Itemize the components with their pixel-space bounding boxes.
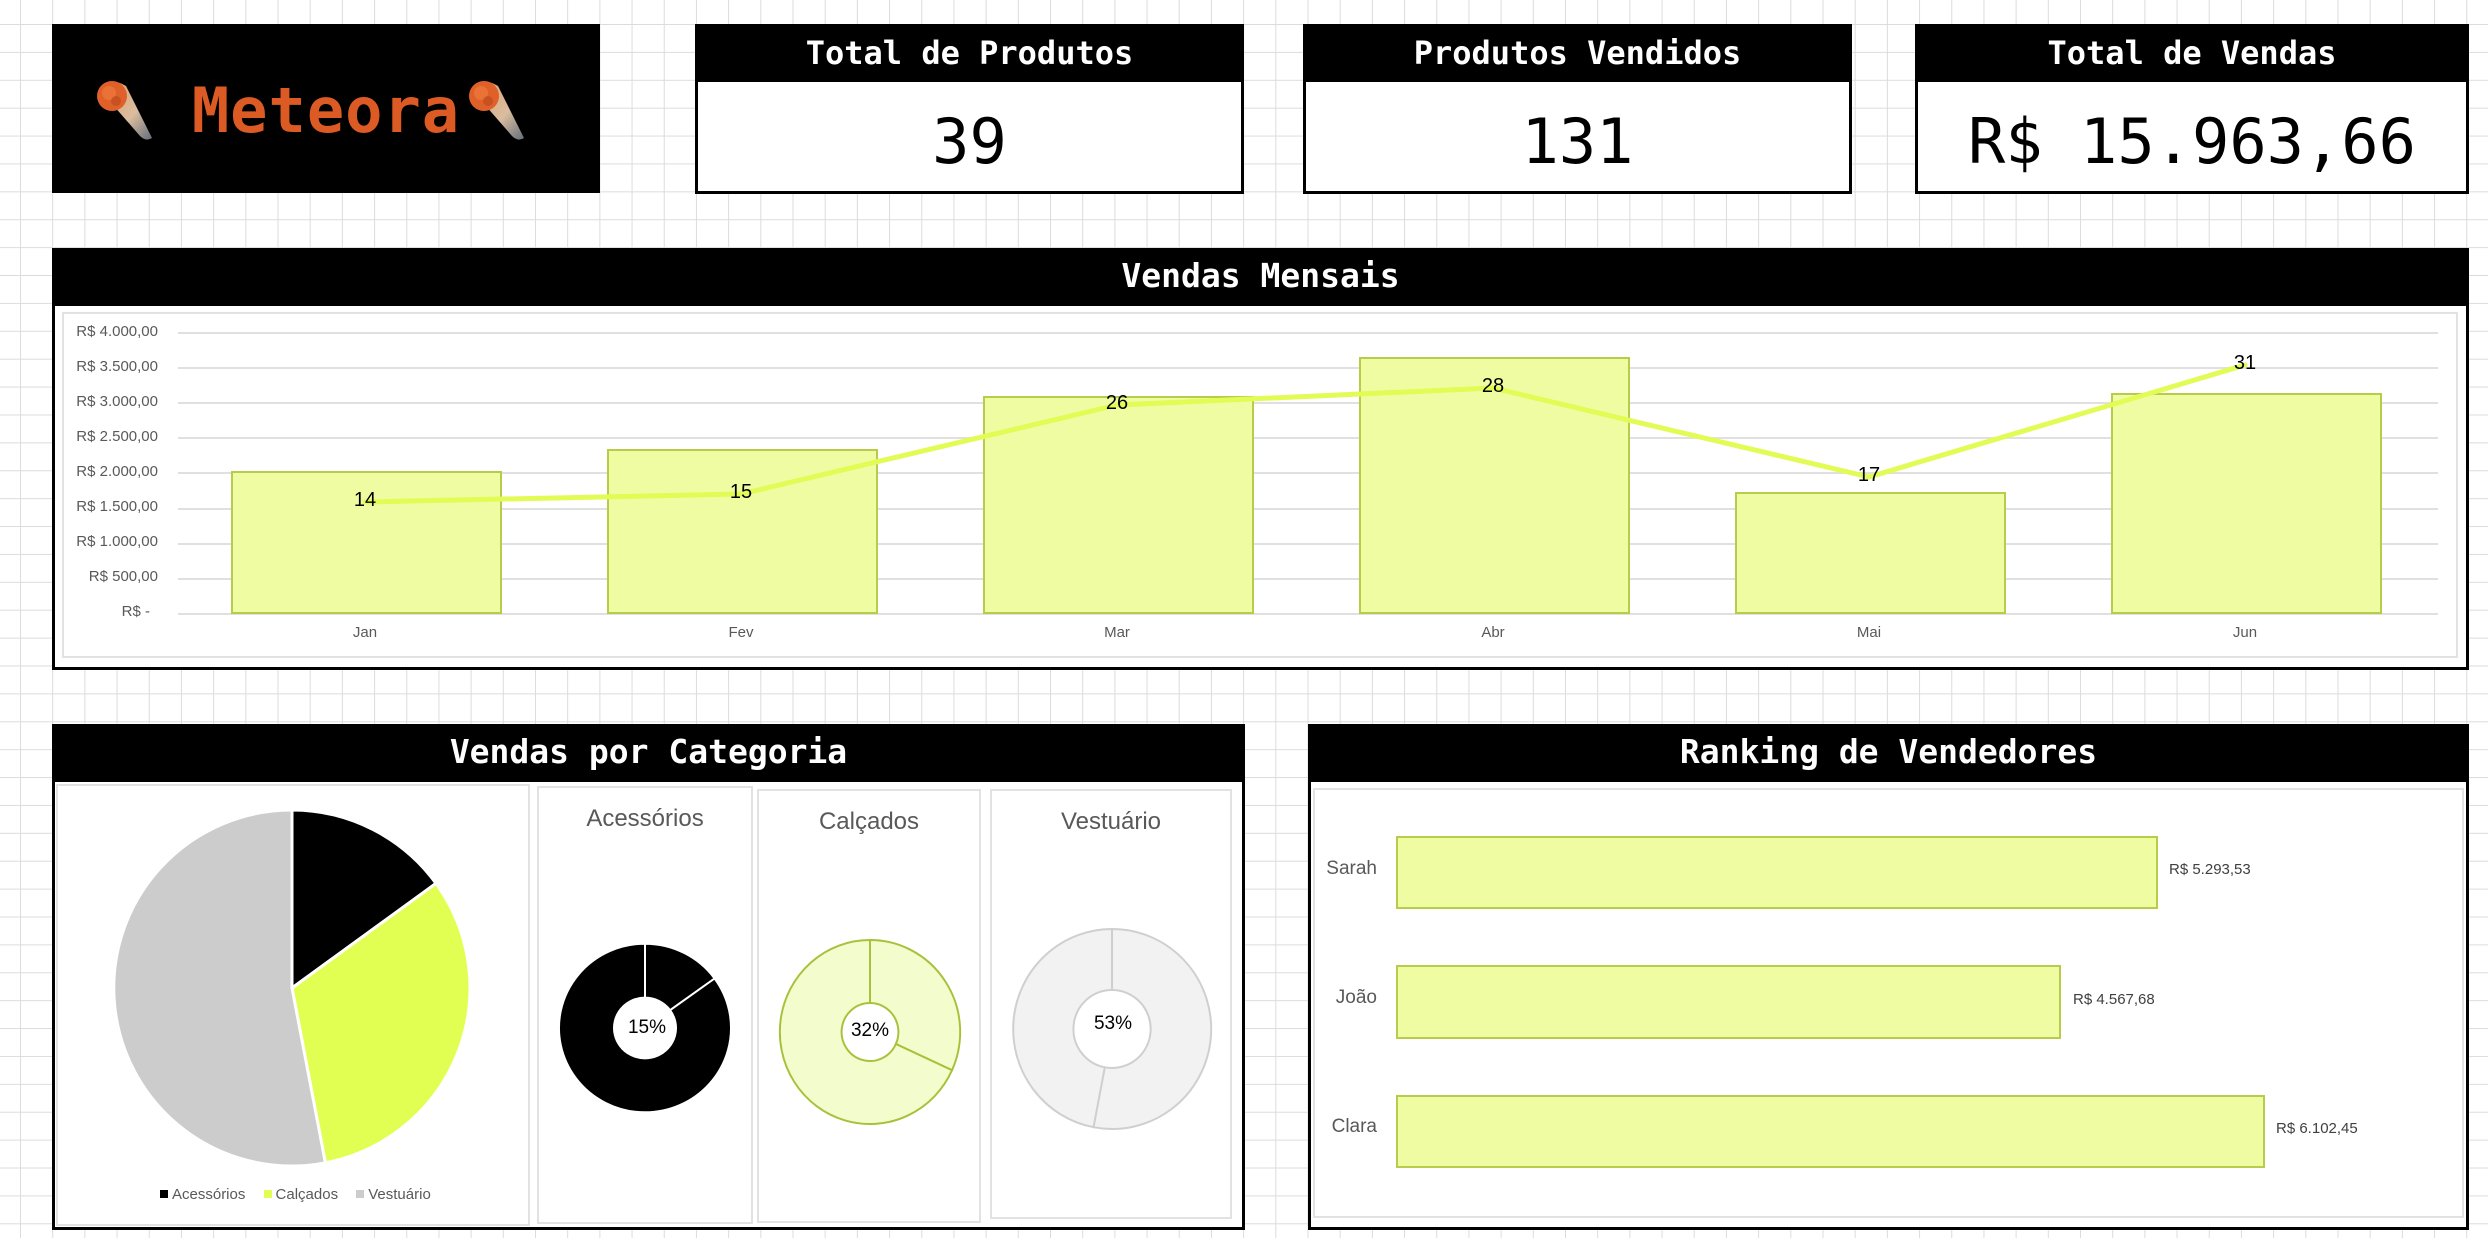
gridline bbox=[178, 578, 2438, 580]
y-tick: R$ 3.500,00 bbox=[76, 358, 158, 375]
donut-title: Calçados bbox=[818, 808, 920, 835]
kpi-card-produtos-vendidos: Produtos Vendidos 131 bbox=[1303, 24, 1852, 194]
legend-swatch bbox=[160, 1190, 168, 1198]
y-tick: R$ 1.500,00 bbox=[76, 498, 158, 515]
gridline bbox=[178, 437, 2438, 439]
y-tick: R$ 2.000,00 bbox=[76, 463, 158, 480]
legend-label: Acessórios bbox=[172, 1186, 246, 1203]
seller-bar-clara[interactable] bbox=[1396, 1095, 2265, 1168]
donut-percent: 53% bbox=[1093, 1013, 1133, 1034]
bar-mar[interactable] bbox=[983, 396, 1254, 614]
bar-jun[interactable] bbox=[2111, 393, 2382, 614]
seller-bar-sarah[interactable] bbox=[1396, 836, 2158, 909]
category-pie-chart[interactable]: Acessórios Calçados Vestuário bbox=[56, 784, 530, 1226]
seller-name: João bbox=[1335, 987, 1377, 1008]
brand-logo: Meteora bbox=[52, 24, 600, 193]
kpi-card-total-vendas: Total de Vendas R$ 15.963,66 bbox=[1915, 24, 2469, 194]
donut-percent: 32% bbox=[850, 1020, 890, 1041]
bar-fev[interactable] bbox=[607, 449, 878, 614]
kpi-value: 39 bbox=[932, 105, 1007, 178]
kpi-title: Total de Produtos bbox=[695, 24, 1244, 82]
donut-chart-acessorios[interactable]: Acessórios 15% bbox=[537, 786, 753, 1224]
pie-slice-vestuario bbox=[112, 808, 328, 1168]
meteor-icon bbox=[97, 81, 152, 140]
legend-swatch bbox=[356, 1190, 365, 1198]
seller-bar-joao[interactable] bbox=[1396, 965, 2061, 1039]
legend-item-vestuario: Vestuário bbox=[356, 1186, 431, 1203]
pie-slice-calcados bbox=[290, 881, 472, 1165]
y-tick: R$ 3.000,00 bbox=[76, 393, 158, 410]
legend-label: Calçados bbox=[275, 1186, 339, 1203]
data-label: 14 bbox=[353, 489, 377, 511]
pie bbox=[112, 808, 472, 1168]
seller-value: R$ 6.102,45 bbox=[2276, 1120, 2358, 1137]
y-tick: R$ 1.000,00 bbox=[76, 533, 158, 550]
pie-slice-acessorios bbox=[290, 808, 439, 991]
legend-label: Vestuário bbox=[368, 1186, 431, 1203]
donut-chart-calcados[interactable]: Calçados 32% bbox=[757, 789, 981, 1223]
data-label: 15 bbox=[729, 481, 753, 503]
kpi-title: Produtos Vendidos bbox=[1303, 24, 1852, 82]
kpi-value: 131 bbox=[1521, 105, 1634, 178]
gridline bbox=[178, 508, 2438, 510]
gridline bbox=[178, 332, 2438, 334]
x-tick: Mai bbox=[1856, 624, 1882, 641]
kpi-card-total-produtos: Total de Produtos 39 bbox=[695, 24, 1244, 194]
bar-mai[interactable] bbox=[1735, 492, 2006, 614]
seller-name: Sarah bbox=[1326, 858, 1377, 879]
gridline bbox=[178, 402, 2438, 404]
y-tick: R$ 500,00 bbox=[88, 568, 158, 585]
y-tick: R$ 4.000,00 bbox=[76, 323, 158, 340]
data-label: 28 bbox=[1481, 375, 1505, 397]
brand-name: Meteora bbox=[191, 74, 461, 147]
donut bbox=[778, 938, 962, 1125]
x-tick: Abr bbox=[1481, 624, 1505, 641]
data-label: 31 bbox=[2233, 352, 2257, 374]
seller-value: R$ 5.293,53 bbox=[2169, 861, 2251, 878]
data-label: 26 bbox=[1105, 392, 1129, 414]
x-tick: Jan bbox=[352, 624, 378, 641]
kpi-value: R$ 15.963,66 bbox=[1968, 105, 2416, 178]
gridline bbox=[178, 367, 2438, 369]
legend-item-acessorios: Acessórios bbox=[160, 1186, 245, 1203]
legend-item-calcados: Calçados bbox=[263, 1186, 339, 1203]
data-label: 17 bbox=[1857, 464, 1881, 486]
meteor-icon bbox=[469, 81, 524, 140]
units-line-series bbox=[362, 362, 2248, 505]
x-axis-line bbox=[178, 613, 2438, 615]
section-title: Vendas por Categoria bbox=[52, 724, 1245, 782]
kpi-title: Total de Vendas bbox=[1915, 24, 2469, 82]
legend-swatch bbox=[263, 1190, 272, 1198]
seller-name: Clara bbox=[1331, 1116, 1377, 1137]
y-tick: R$ 2.500,00 bbox=[76, 428, 158, 445]
bar-abr[interactable] bbox=[1359, 357, 1630, 614]
section-title: Ranking de Vendedores bbox=[1308, 724, 2469, 782]
seller-value: R$ 4.567,68 bbox=[2073, 991, 2155, 1008]
donut-title: Vestuário bbox=[1060, 808, 1162, 835]
donut-percent: 15% bbox=[627, 1017, 667, 1038]
donut-title: Acessórios bbox=[586, 805, 704, 832]
y-tick: R$ - bbox=[121, 603, 150, 620]
section-title: Vendas Mensais bbox=[52, 248, 2469, 306]
x-tick: Fev bbox=[728, 624, 754, 641]
donut bbox=[1012, 927, 1213, 1130]
donut bbox=[558, 942, 732, 1114]
pie-legend: Acessórios Calçados Vestuário bbox=[160, 1186, 445, 1203]
donut-chart-vestuario[interactable]: Vestuário 53% bbox=[990, 789, 1232, 1219]
bar-jan[interactable] bbox=[231, 471, 502, 614]
x-tick: Jun bbox=[2232, 624, 2258, 641]
gridline bbox=[178, 543, 2438, 545]
gridline bbox=[178, 472, 2438, 474]
x-tick: Mar bbox=[1104, 624, 1130, 641]
